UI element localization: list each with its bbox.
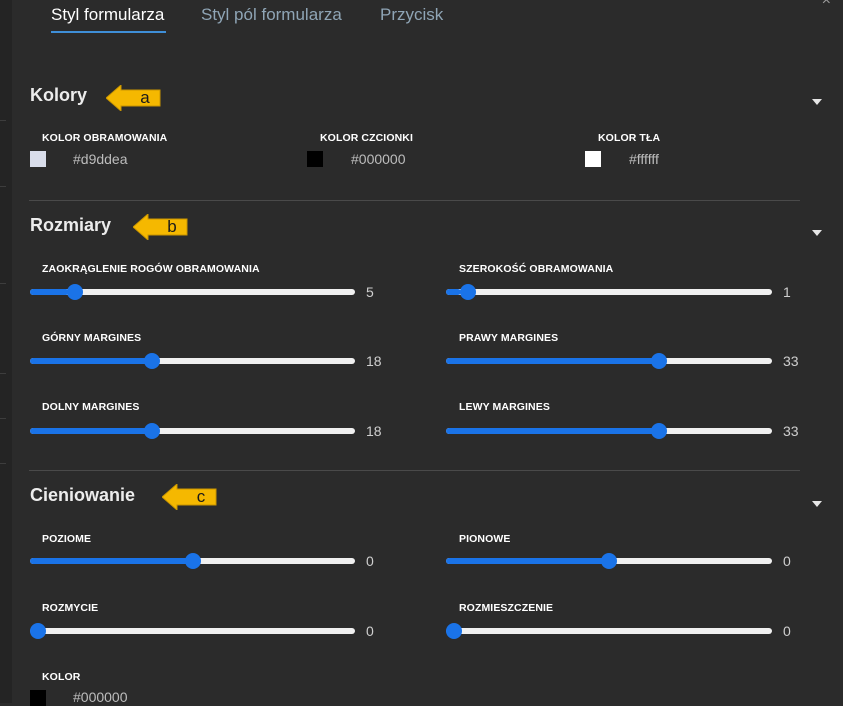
background-color-label: KOLOR TŁA <box>598 132 661 144</box>
vertical-shadow-value: 0 <box>783 553 791 569</box>
font-color-label: KOLOR CZCIONKI <box>320 132 413 144</box>
border-color-swatch[interactable] <box>30 151 46 167</box>
border-radius-value: 5 <box>366 284 374 300</box>
close-icon[interactable]: × <box>821 0 831 9</box>
slider-thumb[interactable] <box>650 423 667 439</box>
tab-button[interactable]: Przycisk <box>380 5 444 24</box>
border-radius-slider[interactable] <box>30 284 355 300</box>
slider-thumb[interactable] <box>459 284 476 300</box>
right-margin-value: 33 <box>783 353 799 369</box>
horizontal-shadow-slider[interactable] <box>30 553 355 569</box>
section-divider <box>29 470 800 471</box>
horizontal-shadow-value: 0 <box>366 553 374 569</box>
blur-value: 0 <box>366 623 374 639</box>
background-color-swatch[interactable] <box>585 151 601 167</box>
left-margin-slider[interactable] <box>446 423 772 439</box>
spread-label: ROZMIESZCZENIE <box>459 602 554 614</box>
form-style-panel: Styl formularza Styl pól formularza Przy… <box>12 0 843 706</box>
callout-label-a: a <box>140 88 150 107</box>
blur-slider[interactable] <box>30 623 355 639</box>
slider-thumb[interactable] <box>446 623 462 639</box>
spread-value: 0 <box>783 623 791 639</box>
border-color-value[interactable]: #d9ddea <box>73 151 128 167</box>
border-color-label: KOLOR OBRAMOWANIA <box>42 132 168 144</box>
callout-arrow-b: b <box>133 214 189 240</box>
top-margin-slider[interactable] <box>30 353 355 369</box>
right-margin-slider[interactable] <box>446 353 772 369</box>
callout-label-b: b <box>167 217 177 236</box>
font-color-swatch[interactable] <box>307 151 323 167</box>
slider-thumb[interactable] <box>601 553 617 569</box>
section-title-colors[interactable]: Kolory <box>30 85 88 105</box>
slider-thumb[interactable] <box>650 353 667 369</box>
section-title-sizes[interactable]: Rozmiary <box>30 215 112 235</box>
top-margin-value: 18 <box>366 353 382 369</box>
border-width-label: SZEROKOŚĆ OBRAMOWANIA <box>459 263 614 275</box>
border-width-slider[interactable] <box>446 284 772 300</box>
horizontal-shadow-label: POZIOME <box>42 533 92 545</box>
tab-bar: Styl formularza Styl pól formularza Przy… <box>12 0 843 44</box>
bottom-margin-label: DOLNY MARGINES <box>42 401 140 413</box>
vertical-shadow-slider[interactable] <box>446 553 772 569</box>
spread-slider[interactable] <box>446 623 772 639</box>
chevron-down-icon[interactable] <box>812 501 822 507</box>
vertical-shadow-label: PIONOWE <box>459 533 511 545</box>
slider-thumb[interactable] <box>184 553 201 569</box>
chevron-down-icon[interactable] <box>812 99 822 105</box>
left-margin-label: LEWY MARGINES <box>459 401 550 413</box>
bottom-margin-value: 18 <box>366 423 382 439</box>
tab-form-field-style[interactable]: Styl pól formularza <box>201 5 342 24</box>
section-divider <box>29 200 800 201</box>
section-title-shading[interactable]: Cieniowanie <box>30 485 136 505</box>
slider-thumb[interactable] <box>144 353 161 369</box>
bottom-margin-slider[interactable] <box>30 423 355 439</box>
active-tab-indicator <box>51 31 166 33</box>
right-margin-label: PRAWY MARGINES <box>459 332 559 344</box>
tab-form-style[interactable]: Styl formularza <box>51 5 165 24</box>
slider-thumb[interactable] <box>67 284 84 300</box>
background-color-value[interactable]: #ffffff <box>629 151 659 167</box>
callout-arrow-a: a <box>106 85 162 111</box>
callout-arrow-c: c <box>162 484 218 510</box>
chevron-down-icon[interactable] <box>812 230 822 236</box>
background-window-edge <box>0 0 12 703</box>
top-margin-label: GÓRNY MARGINES <box>42 332 142 344</box>
shadow-color-swatch[interactable] <box>30 690 46 706</box>
left-margin-value: 33 <box>783 423 799 439</box>
blur-label: ROZMYCIE <box>42 602 99 614</box>
shadow-color-label: KOLOR <box>42 671 81 683</box>
border-radius-label: ZAOKRĄGLENIE ROGÓW OBRAMOWANIA <box>42 263 260 275</box>
border-width-value: 1 <box>783 284 791 300</box>
shadow-color-value[interactable]: #000000 <box>73 689 128 705</box>
slider-thumb[interactable] <box>30 623 46 639</box>
font-color-value[interactable]: #000000 <box>351 151 406 167</box>
callout-label-c: c <box>196 487 206 506</box>
slider-thumb[interactable] <box>144 423 161 439</box>
